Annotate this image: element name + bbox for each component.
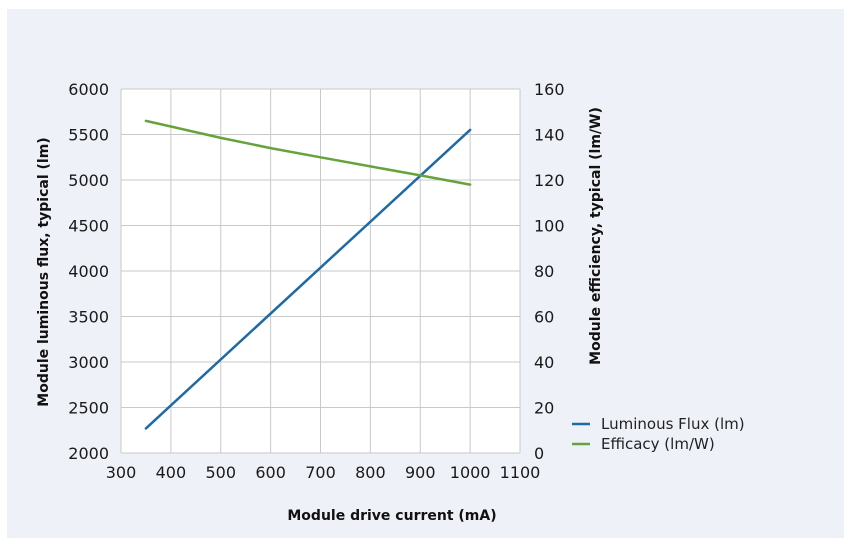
grid [120,88,521,454]
y-right-tick-label: 0 [534,444,544,463]
y-left-tick-label: 6000 [68,80,109,99]
y-right-tick-label: 40 [534,353,554,372]
y-left-tick-label: 2500 [68,399,109,418]
y-left-tick-label: 5500 [68,126,109,145]
y-axis-right-title: Module efficiency, typical (lm/W) [588,107,604,365]
series-lines [144,119,472,430]
x-tick-label: 400 [156,463,187,482]
y-left-tick-label: 2000 [68,444,109,463]
x-axis-title: Module drive current (mA) [287,508,496,524]
y-left-tick-label: 4500 [68,217,109,236]
y-right-tick-label: 80 [534,262,554,281]
x-tick-label: 600 [255,463,286,482]
y-right-tick-label: 20 [534,399,554,418]
y-right-tick-label: 100 [534,217,565,236]
y-left-tick-label: 4000 [68,262,109,281]
y-axis-left-title: Module luminous flux, typical (lm) [36,137,52,406]
y-left-tick-label: 3500 [68,308,109,327]
x-tick-label: 900 [405,463,436,482]
y-left-tick-label: 3000 [68,353,109,372]
x-tick-label: 1000 [450,463,491,482]
legend-label-efficacy: Efficacy (lm/W) [601,435,715,453]
y-right-tick-label: 160 [534,80,565,99]
y-right-tick-label: 60 [534,308,554,327]
legend-label-luminous-flux: Luminous Flux (lm) [601,415,745,433]
x-tick-label: 500 [205,463,236,482]
series-line-efficacy [144,119,472,186]
y-right-tick-label: 140 [534,126,565,145]
x-tick-label: 300 [106,463,137,482]
tick-labels: 300 400 500 600 700 800 900 1000 110020002500300… [68,80,564,482]
x-tick-label: 700 [305,463,336,482]
y-right-tick-label: 120 [534,171,565,190]
series-line-luminous-flux [144,128,472,430]
x-tick-label: 800 [355,463,386,482]
x-tick-label: 1100 [500,463,541,482]
legend: Luminous Flux (lm) Efficacy (lm/W) [572,415,745,453]
y-left-tick-label: 5000 [68,171,109,190]
